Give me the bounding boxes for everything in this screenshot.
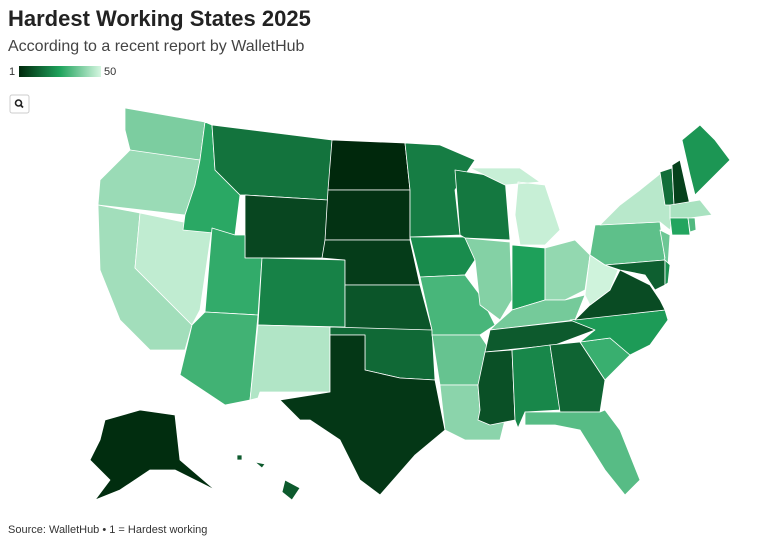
state-region[interactable] — [664, 259, 671, 286]
legend-gradient — [19, 66, 101, 77]
search-button-frame[interactable] — [9, 94, 30, 114]
state-region[interactable] — [669, 217, 691, 236]
state-region[interactable] — [569, 309, 669, 356]
state-region[interactable] — [179, 311, 259, 406]
search-button[interactable] — [9, 94, 30, 114]
legend-min-label: 1 — [9, 66, 15, 78]
state-region[interactable] — [484, 319, 596, 353]
state-region[interactable] — [324, 189, 411, 241]
search-icon — [14, 99, 23, 107]
state-region[interactable] — [244, 194, 329, 259]
state-region[interactable] — [257, 257, 346, 328]
state-region[interactable] — [249, 324, 331, 401]
state-region[interactable] — [97, 149, 201, 216]
state-region[interactable] — [344, 284, 433, 331]
state-region[interactable] — [589, 221, 666, 266]
state-region[interactable] — [464, 237, 513, 321]
state-region[interactable] — [236, 454, 301, 501]
state-region[interactable] — [469, 167, 561, 246]
chart-title: Hardest Working States 2025 — [8, 6, 311, 31]
state-region[interactable] — [671, 159, 691, 206]
search-icon-handle — [20, 104, 24, 109]
state-region[interactable] — [404, 142, 476, 238]
legend-max-label: 50 — [104, 66, 116, 78]
state-region[interactable] — [419, 274, 496, 336]
state-region[interactable] — [511, 244, 546, 311]
state-region[interactable] — [409, 236, 476, 278]
state-region[interactable] — [681, 124, 731, 196]
state-region[interactable] — [669, 199, 713, 219]
source-note: Source: WalletHub • 1 = Hardest working — [8, 524, 207, 536]
state-region[interactable] — [89, 409, 216, 501]
state-region[interactable] — [687, 217, 697, 233]
state-region[interactable] — [279, 334, 446, 496]
chart-subtitle: According to a recent report by WalletHu… — [8, 38, 305, 55]
state-region[interactable] — [327, 139, 411, 191]
state-region[interactable] — [524, 409, 641, 496]
state-region[interactable] — [477, 349, 516, 426]
state-region[interactable] — [544, 239, 591, 301]
states — [89, 107, 731, 501]
